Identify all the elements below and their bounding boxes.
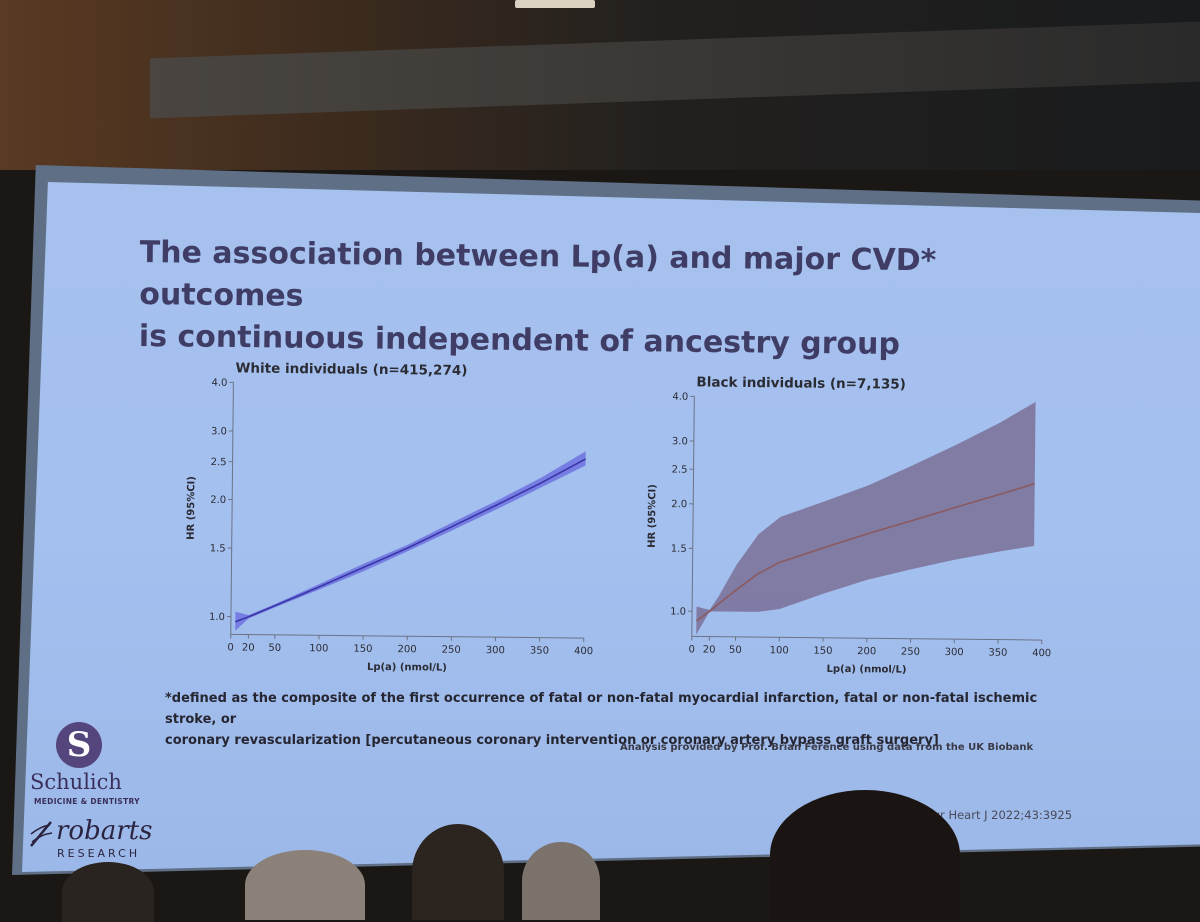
x-tick-label: 250 bbox=[901, 647, 920, 658]
schulich-logo-name: Schulich bbox=[30, 770, 122, 794]
x-tick-label: 0 bbox=[227, 642, 233, 653]
y-tick-label: 2.5 bbox=[672, 465, 688, 476]
dna-helix-icon bbox=[28, 820, 54, 848]
black-individuals-chart: Black individuals (n=7,135) 1.0 1.5 2.0 2.5 3… bbox=[635, 364, 1055, 684]
robarts-logo: robarts RESEARCH bbox=[26, 816, 176, 868]
y-tick-label: 3.0 bbox=[211, 426, 227, 437]
x-tick-label: 150 bbox=[353, 644, 372, 655]
y-tick-label: 1.0 bbox=[209, 612, 225, 623]
x-tick-label: 300 bbox=[486, 645, 505, 656]
x-tick-label: 20 bbox=[242, 643, 255, 654]
y-tick-label: 2.5 bbox=[211, 457, 227, 468]
x-tick-label: 50 bbox=[268, 643, 281, 654]
white-individuals-chart: White individuals (n=415,274) 1.0 1.5 2.0 2.… bbox=[170, 358, 600, 678]
slide-title-line-1: The association between Lp(a) and major … bbox=[139, 232, 1090, 326]
y-tick-label: 1.5 bbox=[210, 543, 226, 554]
x-axis-label: Lp(a) (nmol/L) bbox=[367, 662, 447, 674]
y-tick-label: 4.0 bbox=[211, 378, 227, 389]
schulich-logo-subtitle: MEDICINE & DENTISTRY bbox=[34, 797, 140, 806]
x-tick-label: 300 bbox=[945, 647, 964, 658]
audience-head bbox=[412, 824, 504, 920]
audience-head bbox=[522, 842, 600, 920]
x-tick-label: 20 bbox=[703, 645, 716, 656]
y-tick-label: 2.0 bbox=[671, 499, 687, 510]
x-tick-label: 400 bbox=[1032, 648, 1051, 659]
audience-head bbox=[62, 862, 154, 922]
y-tick-label: 3.0 bbox=[672, 436, 688, 447]
x-axis-label: Lp(a) (nmol/L) bbox=[826, 664, 906, 676]
confidence-band bbox=[696, 398, 1035, 638]
chart-title: Black individuals (n=7,135) bbox=[696, 374, 906, 392]
chart-title: White individuals (n=415,274) bbox=[235, 360, 467, 378]
y-axis-label: HR (95%CI) bbox=[647, 484, 659, 548]
audience-head bbox=[245, 850, 365, 920]
y-axis-label: HR (95%CI) bbox=[186, 476, 198, 540]
x-tick-label: 200 bbox=[857, 646, 876, 657]
hazard-ratio-line bbox=[235, 455, 585, 625]
x-tick-label: 50 bbox=[729, 645, 742, 656]
x-tick-label: 250 bbox=[442, 645, 461, 656]
slide-title: The association between Lp(a) and major … bbox=[139, 232, 1090, 368]
y-tick-label: 2.0 bbox=[210, 495, 226, 506]
x-tick-label: 0 bbox=[688, 644, 694, 655]
y-tick-label: 4.0 bbox=[672, 392, 688, 403]
x-tick-label: 400 bbox=[574, 646, 593, 657]
chart-svg: White individuals (n=415,274) 1.0 1.5 2.0 2.… bbox=[168, 356, 601, 680]
x-tick-label: 100 bbox=[770, 645, 789, 656]
x-tick-label: 150 bbox=[813, 646, 832, 657]
robarts-logo-name: robarts bbox=[56, 816, 152, 846]
x-tick-label: 200 bbox=[398, 644, 417, 655]
robarts-logo-subtitle: RESEARCH bbox=[57, 847, 140, 860]
y-axis-line bbox=[231, 382, 234, 634]
footnote-line-1: *defined as the composite of the first o… bbox=[165, 688, 1065, 730]
chart-svg: Black individuals (n=7,135) 1.0 1.5 2.0 2.5 3… bbox=[633, 362, 1056, 686]
x-tick-label: 350 bbox=[530, 646, 549, 657]
y-tick-label: 1.0 bbox=[670, 606, 686, 617]
x-tick-label: 350 bbox=[988, 648, 1007, 659]
audience-head bbox=[770, 790, 960, 920]
x-tick-label: 100 bbox=[309, 643, 328, 654]
y-axis-line bbox=[692, 396, 695, 636]
ceiling-light bbox=[515, 0, 595, 8]
y-tick-label: 1.5 bbox=[671, 544, 687, 555]
analysis-credit: Analysis provided by Prof. Brian Ference… bbox=[620, 742, 1033, 753]
confidence-band bbox=[235, 448, 585, 635]
schulich-logo-icon: S bbox=[56, 722, 102, 768]
